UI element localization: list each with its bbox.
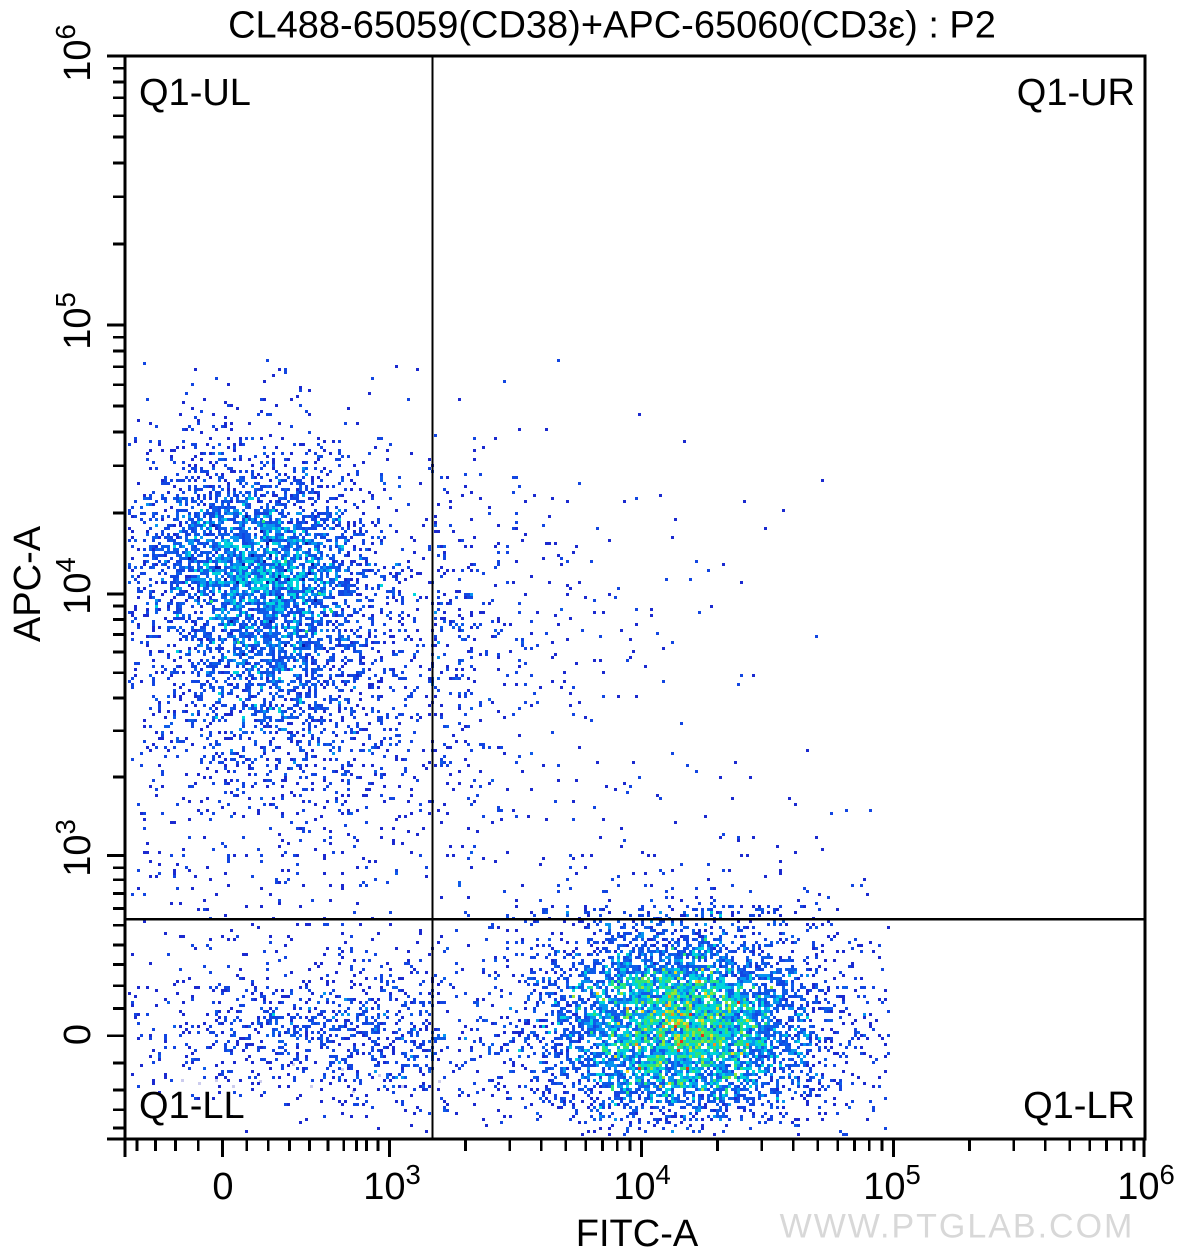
svg-text:APC-A: APC-A <box>7 525 49 642</box>
svg-text:Q1-LL: Q1-LL <box>139 1085 245 1127</box>
svg-text:0: 0 <box>57 1024 99 1045</box>
svg-text:106: 106 <box>50 24 99 82</box>
svg-text:CL488-65059(CD38)+APC-65060(CD: CL488-65059(CD38)+APC-65060(CD3ε) : P2 <box>228 5 996 47</box>
svg-text:Q1-LR: Q1-LR <box>1023 1085 1135 1127</box>
svg-text:0: 0 <box>212 1166 233 1208</box>
svg-text:WWW.PTGLAB.COM: WWW.PTGLAB.COM <box>780 1208 1135 1246</box>
svg-text:Q1-UL: Q1-UL <box>139 72 251 114</box>
svg-text:Q1-UR: Q1-UR <box>1017 72 1135 114</box>
svg-text:FITC-A: FITC-A <box>576 1213 699 1255</box>
